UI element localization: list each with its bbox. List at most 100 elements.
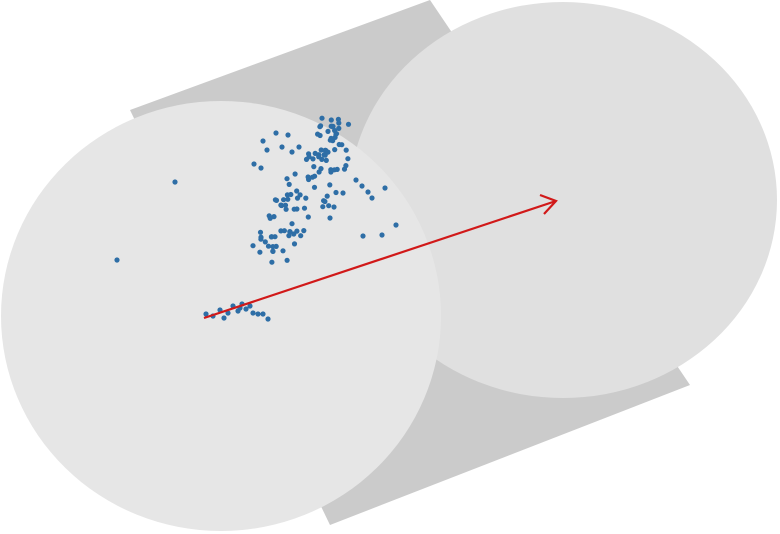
point [311,184,318,190]
point [279,144,285,150]
point [273,197,280,203]
point [294,228,300,234]
point [291,241,298,247]
point [292,171,298,177]
arrow-shaft [203,199,557,320]
point [225,310,231,316]
point [282,202,289,208]
point [257,249,263,255]
point [318,123,324,129]
point [243,306,249,312]
point [255,311,261,317]
point [322,152,328,158]
point [286,181,292,187]
point [331,204,337,210]
point [320,204,326,210]
point [284,176,290,182]
point [310,156,316,162]
point [281,228,287,234]
point [359,183,365,189]
point [324,193,330,199]
point [309,174,316,180]
point [250,243,256,249]
point [251,161,257,167]
point [303,195,309,201]
point [114,257,120,263]
point [369,195,375,201]
point [287,229,293,235]
point [336,120,342,126]
point [250,310,256,316]
point [281,197,287,203]
point [273,130,279,136]
point [298,233,304,239]
point [278,202,284,208]
point [284,257,290,263]
cylinder-far-face [349,2,777,398]
point [260,138,266,144]
point [316,169,322,175]
point [291,206,297,212]
point [264,147,270,153]
point [333,131,340,137]
point [265,243,272,249]
point [305,174,311,180]
point [203,311,209,317]
point [365,189,371,195]
point [382,185,388,191]
point [280,248,286,254]
point [334,166,340,172]
point [269,259,275,265]
point [328,169,334,175]
point [271,214,277,220]
point [262,239,268,245]
point [360,233,366,239]
cylinder-near-face [1,101,441,531]
point [345,121,352,127]
point [172,179,178,185]
point [247,303,253,309]
point [305,214,311,220]
direction-arrow [203,193,558,320]
point [294,195,301,201]
point [336,141,342,148]
arrow-head [539,193,558,215]
point [265,316,271,322]
point [258,165,264,171]
point [327,215,333,221]
point [257,229,264,235]
point [326,203,332,209]
point [327,137,333,143]
point [340,190,346,196]
point [289,149,295,155]
point [353,177,359,183]
point [258,234,264,240]
point [393,222,399,228]
point [345,156,351,162]
point [260,311,266,317]
point [283,206,289,212]
point [329,123,335,129]
point [316,154,322,160]
point [269,234,275,240]
point [325,128,331,134]
point [341,166,348,172]
point [323,157,329,163]
point [285,132,291,138]
point [343,147,349,153]
point [270,248,276,254]
point [312,150,318,156]
point [296,144,302,150]
point [285,196,291,202]
point [333,189,339,196]
point [328,117,334,123]
point [379,232,385,238]
point [294,188,300,194]
point [332,147,338,153]
point [273,243,279,249]
point [336,125,342,131]
point [221,315,227,321]
point [327,182,333,188]
point [319,115,325,121]
